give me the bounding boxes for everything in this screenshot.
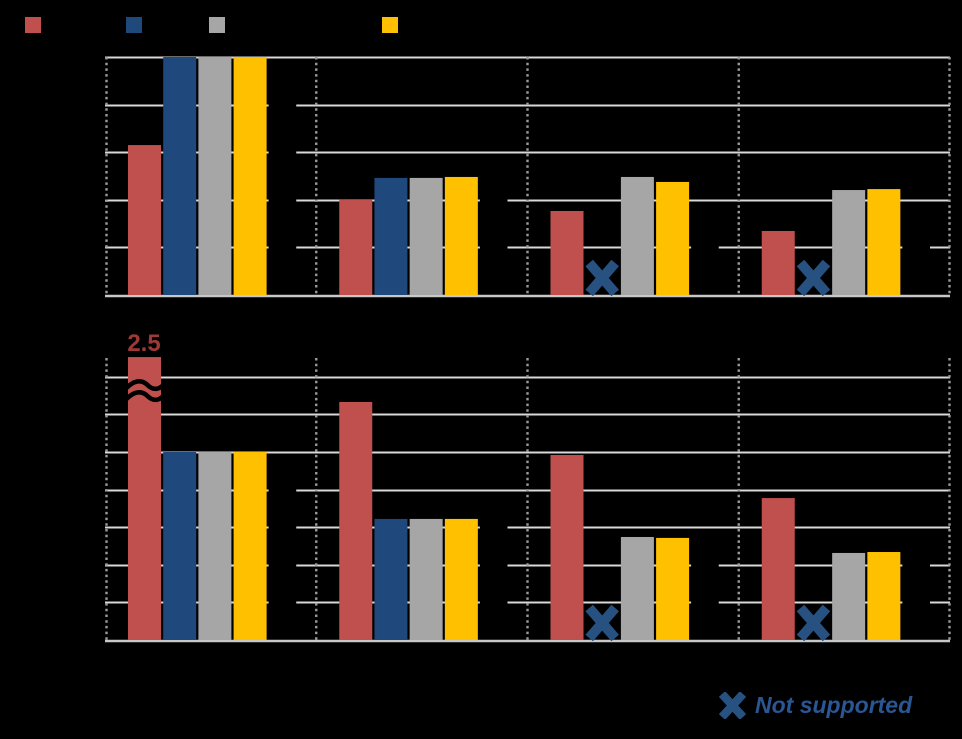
x-mark xyxy=(796,604,831,642)
legend-swatch-red xyxy=(25,17,41,33)
x-mark xyxy=(796,259,831,297)
bar-gold-group4 xyxy=(867,189,901,295)
bar-gray-group1 xyxy=(198,452,232,640)
bar-gold-group1 xyxy=(233,452,267,640)
axis-break-wave xyxy=(122,379,168,393)
bar-gold-group4 xyxy=(867,552,901,640)
bar-gold-group3 xyxy=(656,537,690,640)
bar-red-group4 xyxy=(761,230,795,295)
legend-swatch-gray xyxy=(209,17,225,33)
not-supported-legend: Not supported xyxy=(719,692,912,719)
bar-gray-group4 xyxy=(832,190,866,295)
bar-gold-group1 xyxy=(233,57,267,295)
bar-gray-group3 xyxy=(620,176,654,295)
x-mark xyxy=(585,604,619,642)
bar-gray-group2 xyxy=(409,177,443,295)
x-mark xyxy=(796,259,831,297)
bar-red-group1 xyxy=(128,145,161,295)
bar-gold-group2 xyxy=(444,518,478,640)
bar-red-group2 xyxy=(339,199,373,295)
x-mark xyxy=(585,259,619,297)
axis-break-wave xyxy=(122,390,168,404)
bar-gold-group2 xyxy=(444,176,478,295)
bar-navy-group1 xyxy=(163,452,197,640)
legend-swatch-navy xyxy=(126,17,142,33)
bar-red-group1 xyxy=(128,357,161,640)
bar-red-group3 xyxy=(550,455,584,640)
bar-gold-group3 xyxy=(656,181,690,295)
legend-swatch-gold xyxy=(382,17,398,33)
bar-red-group4 xyxy=(761,498,795,640)
x-mark xyxy=(585,259,619,297)
bar-gray-group2 xyxy=(409,518,443,640)
not-supported-label: Not supported xyxy=(755,692,913,718)
bar-navy-group2 xyxy=(374,518,408,640)
x-mark xyxy=(585,604,619,642)
x-mark xyxy=(719,692,746,719)
x-mark xyxy=(796,604,831,642)
bar-navy-group1 xyxy=(163,57,197,295)
bar-gray-group1 xyxy=(198,57,232,295)
truncated-value-label: 2.5 xyxy=(127,330,160,357)
bar-gray-group4 xyxy=(832,552,866,640)
bar-red-group3 xyxy=(550,210,584,295)
bar-gray-group3 xyxy=(620,536,654,640)
bar-navy-group2 xyxy=(374,177,408,295)
not-supported-x-icon xyxy=(719,692,746,719)
bar-red-group2 xyxy=(339,401,373,640)
